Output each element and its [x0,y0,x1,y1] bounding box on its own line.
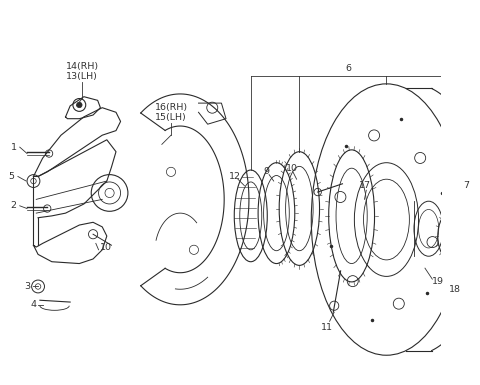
Text: 7: 7 [464,181,469,190]
Text: 4: 4 [31,300,37,309]
Circle shape [445,264,449,267]
Text: 13(LH): 13(LH) [66,72,98,81]
Text: 3: 3 [24,282,30,291]
Text: 1: 1 [11,142,16,152]
Text: 18: 18 [449,285,461,294]
Text: 9: 9 [264,167,270,176]
Text: 6: 6 [345,64,351,73]
Circle shape [77,102,82,108]
Text: 14(RH): 14(RH) [65,62,98,71]
Text: 12: 12 [229,172,241,181]
Text: 11: 11 [321,323,333,332]
Text: 19: 19 [432,277,444,286]
Text: 5: 5 [9,172,15,181]
Text: 15(LH): 15(LH) [155,113,187,122]
Text: 2: 2 [11,201,16,210]
Text: 16(RH): 16(RH) [155,103,188,112]
Text: 10: 10 [286,164,298,173]
Text: 17: 17 [359,181,371,190]
Ellipse shape [458,210,480,269]
Text: 10: 10 [100,243,112,251]
